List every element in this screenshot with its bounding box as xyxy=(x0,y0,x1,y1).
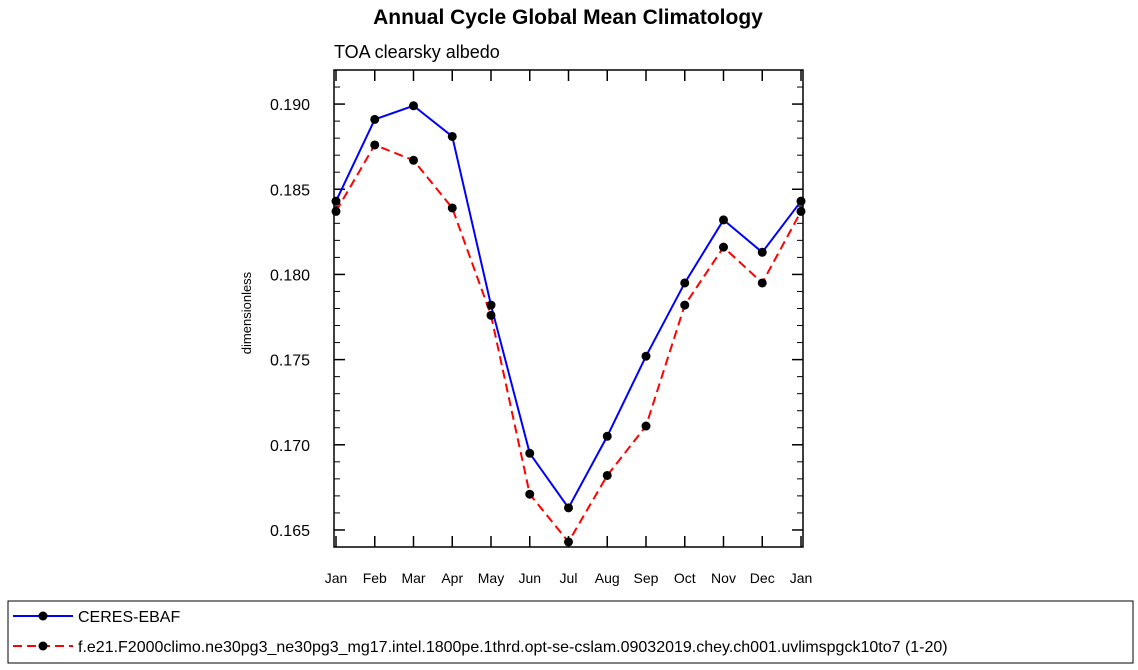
series-0-point xyxy=(370,114,380,124)
y-tick-label: 0.175 xyxy=(270,353,310,370)
series-0-point xyxy=(486,300,496,310)
x-tick-label: Dec xyxy=(750,570,775,586)
series-1-point xyxy=(719,242,728,252)
series-1-point xyxy=(409,155,418,165)
series-1-point xyxy=(370,140,380,150)
legend-marker-ceres xyxy=(38,611,48,621)
series-0-point xyxy=(525,448,535,458)
x-tick-label: Nov xyxy=(711,570,736,586)
series-0-point xyxy=(719,215,728,225)
legend: CERES-EBAF f.e21.F2000climo.ne30pg3_ne30… xyxy=(7,600,1134,664)
series-1-point xyxy=(447,203,457,213)
x-tick-labels: Jan Feb Mar Apr May Jun Jul Aug Sep Oct Nov Dec Jan xyxy=(325,570,813,586)
series-1-point xyxy=(796,206,806,216)
series-0-point xyxy=(409,101,418,111)
x-tick-label: Sep xyxy=(634,570,659,586)
x-tick-label: Mar xyxy=(401,570,425,586)
x-tick-label: Feb xyxy=(363,570,387,586)
y-tick-labels: 0.165 0.170 0.175 0.180 0.185 0.190 xyxy=(270,97,310,540)
y-tick-label: 0.185 xyxy=(270,182,310,199)
x-tick-label: Apr xyxy=(441,570,463,586)
legend-marker-model xyxy=(38,641,48,651)
legend-label-ceres: CERES-EBAF xyxy=(78,609,180,626)
x-tick-label: Jan xyxy=(325,570,348,586)
series-1-point xyxy=(564,537,573,547)
series-0-point xyxy=(447,131,457,141)
y-axis-label: dimensionless xyxy=(239,271,254,354)
plot-frame xyxy=(333,69,804,548)
series-0-point xyxy=(680,278,690,288)
series-line-0 xyxy=(335,104,802,510)
series-1-point xyxy=(525,489,535,499)
x-tick-label: Oct xyxy=(674,570,696,586)
chart-title: Annual Cycle Global Mean Climatology xyxy=(373,6,763,29)
series-1-point xyxy=(602,470,612,480)
series-1-point xyxy=(680,300,690,310)
axis-ticks xyxy=(334,70,803,547)
series-0-point xyxy=(757,247,767,257)
chart-subtitle: TOA clearsky albedo xyxy=(334,42,500,62)
y-tick-label: 0.190 xyxy=(270,97,310,114)
series-0-point xyxy=(564,503,573,513)
series-0-point xyxy=(641,351,651,361)
series-1-point xyxy=(641,421,651,431)
series-0-point xyxy=(331,196,341,206)
legend-box xyxy=(7,600,1134,664)
x-tick-label: May xyxy=(478,570,504,586)
series-0-point xyxy=(796,196,806,206)
series-0-point xyxy=(602,431,612,441)
series-line-1 xyxy=(335,143,802,544)
y-tick-label: 0.170 xyxy=(270,438,310,455)
y-tick-label: 0.180 xyxy=(270,267,310,284)
series-1-point xyxy=(757,278,767,288)
x-tick-label: Jul xyxy=(560,570,578,586)
y-tick-label: 0.165 xyxy=(270,523,310,540)
series-1-point xyxy=(486,310,496,320)
x-tick-label: Aug xyxy=(595,570,620,586)
legend-label-model: f.e21.F2000climo.ne30pg3_ne30pg3_mg17.in… xyxy=(78,639,948,656)
x-tick-label: Jan xyxy=(790,570,813,586)
series-layer xyxy=(331,101,806,547)
x-tick-label: Jun xyxy=(518,570,541,586)
series-1-point xyxy=(331,206,341,216)
